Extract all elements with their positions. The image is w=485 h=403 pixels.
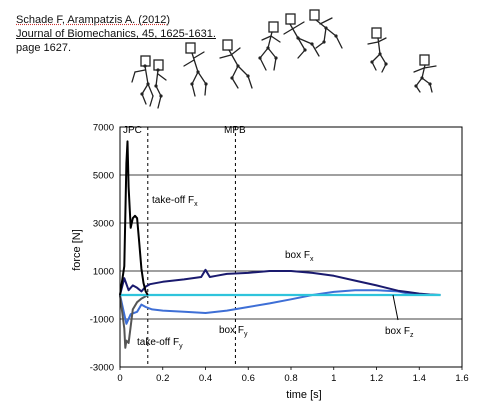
series-line-3 bbox=[119, 289, 420, 325]
stick-figure-crouch bbox=[131, 55, 167, 109]
y-tick-labels: -3000 -1000 1000 3000 5000 7000 bbox=[90, 123, 114, 374]
annotation-box-fz: box Fz bbox=[385, 326, 414, 339]
vertical-markers bbox=[147, 127, 236, 367]
citation-journal-link[interactable]: Journal of Biomechanics, 45, 1625-1631. bbox=[16, 28, 216, 40]
x-tick-label: 1.6 bbox=[455, 373, 468, 384]
stick-figure-flight-3 bbox=[283, 13, 320, 59]
stick-figure-flight-1 bbox=[219, 39, 253, 89]
stick-figure-peak bbox=[309, 9, 343, 49]
y-tick-label: -3000 bbox=[90, 363, 114, 374]
y-tick-label: -1000 bbox=[90, 315, 114, 326]
x-tick-label: 0.8 bbox=[284, 373, 297, 384]
y-tick-label: 7000 bbox=[93, 123, 114, 134]
stick-figure-descent bbox=[367, 27, 387, 73]
citation-page: page 1627. bbox=[16, 42, 72, 54]
x-tick-labels: 0 0.2 0.4 0.6 0.8 1 1.2 1.4 1.6 bbox=[117, 367, 469, 384]
x-tick-label: 0.6 bbox=[242, 373, 255, 384]
x-tick-label: 1 bbox=[331, 373, 336, 384]
stick-figure-flight-2 bbox=[259, 21, 281, 71]
y-tick-label: 1000 bbox=[93, 267, 114, 278]
x-tick-label: 0 bbox=[117, 373, 122, 384]
annotation-box-fy: box Fy bbox=[219, 325, 248, 338]
x-axis-label: time [s] bbox=[286, 389, 321, 401]
force-time-chart: -3000 -1000 1000 3000 5000 7000 0 0.2 0.4 0.6 0.8… bbox=[71, 123, 469, 402]
x-tick-label: 0.4 bbox=[199, 373, 212, 384]
plot-frame bbox=[119, 126, 463, 368]
x-tick-label: 1.4 bbox=[413, 373, 426, 384]
x-tick-label: 1.2 bbox=[370, 373, 383, 384]
citation-authors: Schade F, Arampatzis A. (2012) bbox=[16, 14, 171, 26]
stick-figure-sequence bbox=[131, 9, 437, 109]
annotation-box-fx: box Fx bbox=[285, 250, 314, 263]
citation: Schade F, Arampatzis A. (2012) Journal o… bbox=[16, 13, 216, 55]
series-line-0 bbox=[119, 140, 149, 296]
series-line-2 bbox=[119, 268, 441, 296]
marker-label-mpb: MPB bbox=[224, 125, 246, 136]
y-axis-label: force [N] bbox=[71, 229, 83, 271]
series-lines bbox=[119, 140, 441, 349]
annotation-takeoff-fx: take-off Fx bbox=[152, 195, 198, 208]
stick-figure-takeoff bbox=[183, 42, 207, 97]
x-tick-label: 0.2 bbox=[156, 373, 169, 384]
y-tick-label: 3000 bbox=[93, 219, 114, 230]
annotation-takeoff-fy: take-off Fy bbox=[137, 337, 183, 350]
y-tick-label: 5000 bbox=[93, 171, 114, 182]
series-line-1 bbox=[119, 294, 149, 349]
annotation-box-fz-pointer bbox=[392, 294, 399, 321]
gridlines bbox=[120, 126, 462, 368]
marker-label-jpc: JPC bbox=[123, 125, 142, 136]
